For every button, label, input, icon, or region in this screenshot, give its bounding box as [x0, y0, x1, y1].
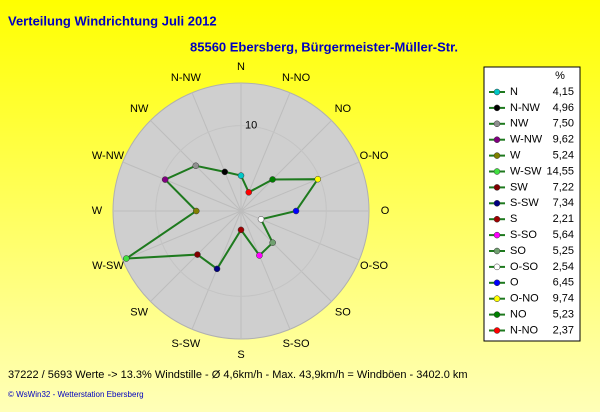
legend-marker [493, 88, 501, 96]
spoke [191, 92, 242, 212]
spoke [240, 120, 332, 212]
legend-label: W [510, 150, 521, 162]
legend-value: 6,45 [553, 277, 574, 289]
legend-marker [493, 263, 501, 271]
legend-label: O [510, 277, 519, 289]
point [237, 172, 245, 179]
direction-label: O-SO [360, 260, 389, 272]
legend-value: 4,96 [553, 102, 574, 114]
legend-value: 7,22 [553, 181, 574, 193]
point [213, 265, 221, 273]
legend-value: 5,23 [553, 309, 574, 321]
legend-marker [493, 152, 501, 159]
point [269, 239, 276, 246]
legend-marker [493, 247, 501, 255]
legend-marker [493, 104, 501, 112]
credit: © WsWin32 - Wetterstation Ebersberg [8, 390, 144, 399]
spoke [240, 161, 360, 212]
point [245, 189, 252, 196]
legend-label: N [510, 86, 518, 98]
legend-value: 5,24 [553, 150, 574, 162]
point [194, 251, 201, 258]
chart-subtitle: 85560 Ebersberg, Bürgermeister-Müller-St… [190, 39, 458, 54]
legend-value: 9,74 [553, 293, 574, 305]
legend-label: O-SO [510, 261, 539, 273]
direction-label: N [237, 61, 245, 73]
point [221, 168, 229, 176]
legend-label: NO [510, 309, 527, 321]
legend-marker [493, 136, 501, 143]
legend-label: NW [510, 118, 529, 130]
legend-marker [493, 215, 501, 223]
legend-label: W-SW [510, 165, 542, 177]
legend-value: 2,37 [553, 324, 574, 336]
legend-value: 14,55 [546, 165, 574, 177]
point [123, 255, 130, 262]
legend-marker [493, 168, 501, 175]
legend-value: 7,34 [553, 197, 574, 209]
direction-label: SW [130, 307, 148, 319]
legend-label: N-NO [510, 324, 539, 336]
spoke [240, 210, 332, 302]
legend-marker [493, 200, 501, 207]
legend-label: S-SW [510, 197, 539, 209]
point [292, 207, 300, 215]
direction-label: SO [335, 307, 351, 319]
direction-label: W [92, 205, 103, 217]
direction-label: NO [335, 103, 352, 115]
direction-label: W-NW [92, 150, 125, 162]
spoke [122, 161, 242, 212]
legend-value: 5,64 [553, 229, 574, 241]
legend-label: W-NW [510, 134, 543, 146]
legend-marker [493, 327, 501, 334]
direction-label: S [237, 349, 244, 361]
legend-value: 2,21 [553, 213, 574, 225]
legend-label: O-NO [510, 293, 539, 305]
point [192, 162, 199, 169]
point [314, 175, 322, 183]
legend-label: SW [510, 181, 528, 193]
point [193, 207, 200, 215]
legend-marker [493, 311, 501, 318]
direction-label: O-NO [360, 150, 389, 162]
direction-label: N-NW [171, 72, 202, 84]
legend-marker [493, 120, 501, 128]
legend-value: 9,62 [553, 134, 574, 146]
legend-label: SO [510, 245, 526, 257]
legend-value: 7,50 [553, 118, 574, 130]
direction-label: NW [130, 103, 149, 115]
legend-title: % [555, 70, 565, 82]
direction-label: N-NO [282, 72, 311, 84]
chart-title: Verteilung Windrichtung Juli 2012 [8, 13, 217, 28]
r-tick-label: 10 [245, 120, 257, 132]
point [257, 216, 265, 223]
legend-label: S [510, 213, 517, 225]
legend-marker [493, 279, 501, 287]
footer: 37222 / 5693 Werte -> 13.3% Windstille -… [8, 369, 468, 381]
legend-marker [493, 295, 501, 302]
point [269, 176, 276, 183]
direction-label: S-SW [172, 338, 201, 350]
spoke [240, 210, 291, 330]
legend-marker [493, 184, 501, 191]
point [256, 252, 263, 259]
spoke [122, 210, 242, 261]
legend-marker [493, 231, 501, 239]
direction-label: O [381, 205, 390, 217]
point [237, 226, 245, 234]
direction-label: S-SO [283, 338, 310, 350]
direction-label: W-SW [92, 260, 124, 272]
legend-value: 2,54 [553, 261, 574, 273]
legend-label: S-SO [510, 229, 537, 241]
legend-value: 4,15 [553, 86, 574, 98]
grid-circle [155, 125, 327, 297]
point [161, 176, 169, 183]
legend-value: 5,25 [553, 245, 574, 257]
legend-label: N-NW [510, 102, 541, 114]
